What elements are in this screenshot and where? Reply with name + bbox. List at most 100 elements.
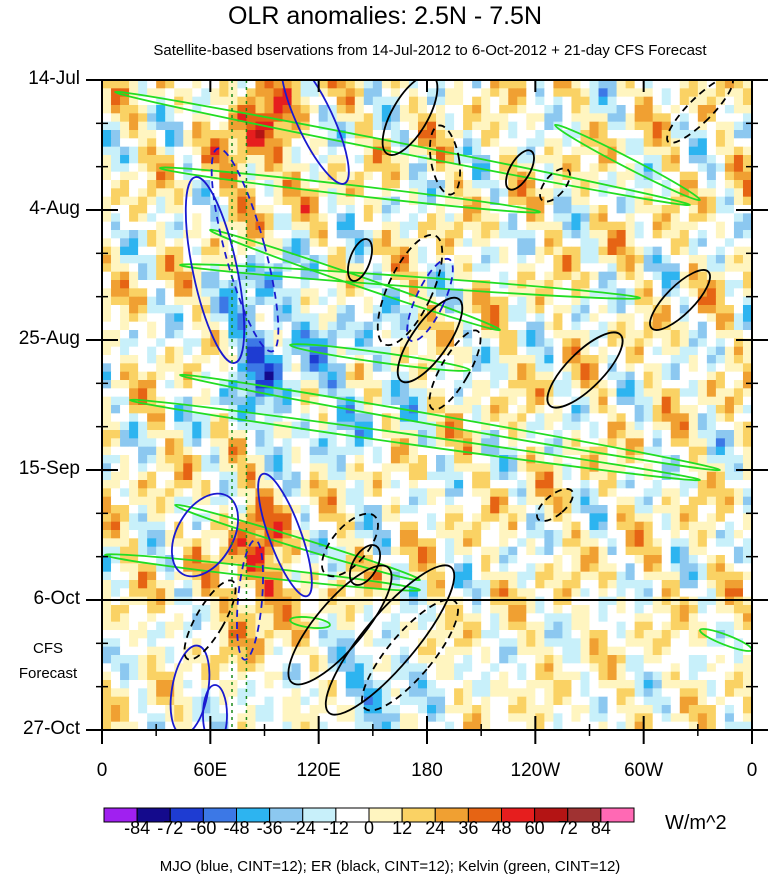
field-cell bbox=[517, 605, 527, 614]
field-cell bbox=[336, 580, 347, 589]
field-cell bbox=[318, 330, 329, 339]
field-cell bbox=[580, 480, 590, 489]
field-cell bbox=[102, 463, 112, 473]
field-cell bbox=[553, 630, 563, 639]
field-cell bbox=[481, 230, 491, 239]
field-cell bbox=[652, 388, 663, 398]
field-cell bbox=[372, 371, 383, 381]
field-cell bbox=[580, 130, 590, 139]
field-cell bbox=[372, 96, 383, 106]
field-cell bbox=[408, 171, 419, 181]
field-cell bbox=[282, 88, 292, 98]
field-cell bbox=[652, 130, 663, 139]
field-cell bbox=[210, 513, 220, 523]
field-cell bbox=[535, 163, 545, 173]
field-cell bbox=[472, 330, 482, 339]
field-cell bbox=[273, 288, 283, 298]
field-cell bbox=[607, 430, 617, 439]
field-cell bbox=[463, 188, 473, 198]
field-cell bbox=[381, 196, 392, 206]
field-cell bbox=[697, 546, 708, 556]
field-cell bbox=[363, 80, 374, 89]
field-cell bbox=[102, 480, 112, 489]
field-cell bbox=[228, 488, 238, 498]
field-cell bbox=[553, 471, 563, 481]
field-cell bbox=[742, 163, 752, 173]
field-cell bbox=[408, 555, 419, 564]
field-cell bbox=[427, 513, 437, 523]
field-cell bbox=[454, 288, 464, 298]
field-cell bbox=[336, 171, 347, 181]
field-cell bbox=[291, 146, 302, 156]
field-cell bbox=[742, 605, 752, 614]
field-cell bbox=[201, 371, 211, 381]
field-cell bbox=[327, 605, 338, 614]
field-cell bbox=[174, 346, 184, 356]
field-cell bbox=[138, 288, 148, 298]
field-cell bbox=[436, 413, 446, 423]
field-cell bbox=[688, 505, 699, 514]
field-cell bbox=[643, 613, 654, 623]
field-cell bbox=[652, 563, 663, 573]
field-cell bbox=[706, 296, 717, 306]
field-cell bbox=[607, 105, 617, 114]
field-cell bbox=[228, 605, 238, 614]
field-cell bbox=[102, 546, 112, 556]
field-cell bbox=[273, 605, 283, 614]
field-cell bbox=[345, 321, 356, 331]
field-cell bbox=[102, 196, 112, 206]
field-cell bbox=[165, 230, 175, 239]
field-cell bbox=[192, 513, 202, 523]
field-cell bbox=[210, 463, 220, 473]
field-cell bbox=[165, 496, 175, 506]
field-cell bbox=[372, 396, 383, 406]
field-cell bbox=[156, 146, 166, 156]
field-cell bbox=[408, 113, 419, 123]
field-cell bbox=[733, 396, 744, 406]
field-cell bbox=[571, 296, 581, 306]
field-cell bbox=[679, 338, 690, 348]
field-cell bbox=[372, 163, 383, 173]
field-cell bbox=[688, 138, 699, 148]
field-cell bbox=[372, 605, 383, 614]
field-cell bbox=[652, 246, 663, 256]
field-cell bbox=[643, 546, 654, 556]
field-cell bbox=[174, 588, 184, 598]
field-cell bbox=[562, 330, 572, 339]
field-cell bbox=[390, 455, 401, 464]
field-cell bbox=[390, 630, 401, 639]
field-cell bbox=[399, 88, 410, 98]
field-cell bbox=[589, 605, 599, 614]
field-cell bbox=[165, 388, 175, 398]
field-cell bbox=[282, 388, 292, 398]
field-cell bbox=[363, 588, 374, 598]
field-cell bbox=[399, 571, 410, 581]
field-cell bbox=[138, 271, 148, 281]
field-cell bbox=[300, 105, 311, 114]
field-cell bbox=[661, 230, 672, 239]
field-cell bbox=[688, 421, 699, 431]
field-cell bbox=[499, 405, 509, 414]
field-cell bbox=[679, 605, 690, 614]
field-cell bbox=[336, 363, 347, 373]
field-cell bbox=[580, 555, 590, 564]
field-cell bbox=[598, 630, 608, 639]
field-cell bbox=[571, 255, 581, 264]
field-cell bbox=[616, 288, 627, 298]
field-cell bbox=[670, 346, 681, 356]
field-cell bbox=[481, 538, 491, 548]
field-cell bbox=[120, 255, 130, 264]
field-cell bbox=[499, 221, 509, 231]
field-cell bbox=[381, 355, 392, 364]
field-cell bbox=[634, 563, 645, 573]
field-cell bbox=[147, 471, 157, 481]
field-cell bbox=[372, 638, 383, 648]
field-cell bbox=[643, 488, 654, 498]
field-cell bbox=[309, 205, 320, 214]
field-cell bbox=[336, 446, 347, 456]
field-cell bbox=[652, 105, 663, 114]
field-cell bbox=[291, 196, 302, 206]
field-cell bbox=[562, 305, 572, 314]
field-cell bbox=[679, 146, 690, 156]
field-cell bbox=[201, 405, 211, 414]
